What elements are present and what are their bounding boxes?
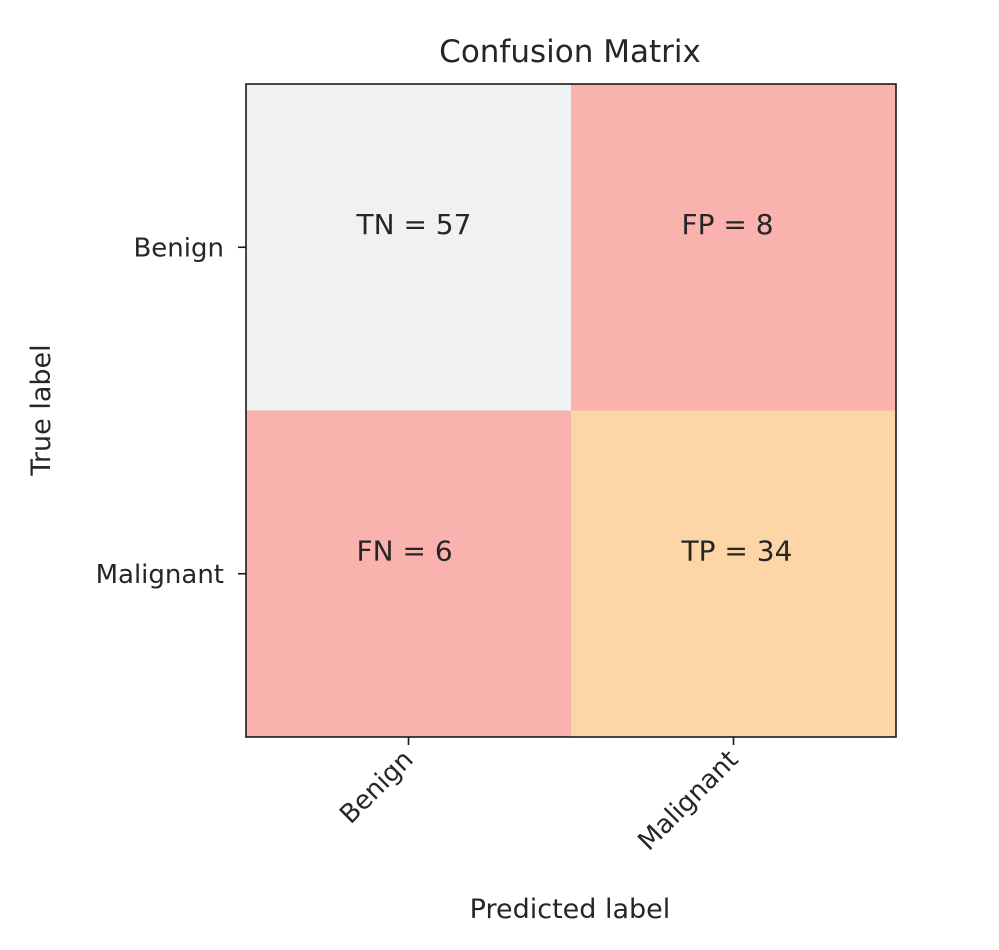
x-axis-label: Predicted label bbox=[470, 894, 671, 925]
y-axis-label: True label bbox=[26, 344, 57, 476]
matrix-cell-fp bbox=[571, 84, 896, 411]
matrix-cell-labels: TN = 57 FP = 8 FN = 6 TP = 34 bbox=[356, 208, 793, 568]
matrix-cell-label-tn: TN = 57 bbox=[356, 208, 472, 241]
y-tick-label-benign: Benign bbox=[133, 233, 224, 263]
matrix-cell-tn bbox=[246, 84, 571, 411]
y-tick-label-malignant: Malignant bbox=[96, 560, 224, 590]
matrix-cell-label-tp: TP = 34 bbox=[681, 535, 793, 568]
chart-title: Confusion Matrix bbox=[439, 34, 701, 70]
plot-frame bbox=[245, 83, 897, 738]
x-axis-ticks: Benign Malignant bbox=[334, 737, 744, 857]
matrix-cell-label-fp: FP = 8 bbox=[682, 208, 774, 241]
matrix-cell-tp bbox=[571, 410, 896, 737]
y-axis-ticks: Benign Malignant bbox=[96, 233, 246, 590]
matrix-cells bbox=[246, 84, 896, 737]
x-tick-label-malignant: Malignant bbox=[632, 745, 744, 857]
x-tick-label-benign: Benign bbox=[334, 745, 419, 830]
matrix-cell-label-fn: FN = 6 bbox=[357, 535, 453, 568]
matrix-cell-fn bbox=[246, 410, 571, 737]
